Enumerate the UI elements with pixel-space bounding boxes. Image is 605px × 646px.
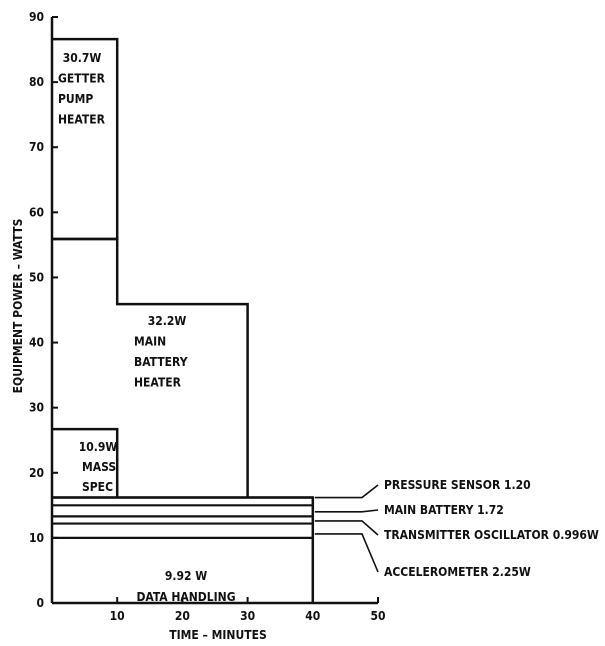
callout-leader bbox=[314, 484, 379, 499]
callout-label: ACCELEROMETER 2.25W bbox=[384, 565, 531, 579]
region-label: DATA HANDLING bbox=[136, 590, 235, 604]
y-tick-label: 60 bbox=[29, 205, 44, 219]
region-label: BATTERY bbox=[134, 355, 188, 369]
y-tick-label: 70 bbox=[29, 140, 44, 154]
y-tick-label: 0 bbox=[36, 596, 44, 610]
region-label: 10.9W bbox=[79, 440, 118, 454]
x-tick-label: 50 bbox=[370, 609, 385, 623]
callout-leader bbox=[314, 533, 379, 573]
callout-leader bbox=[314, 509, 379, 513]
y-axis-label: EQUIPMENT POWER – WATTS bbox=[11, 219, 25, 394]
step-outline bbox=[52, 237, 249, 498]
region-label: 30.7W bbox=[63, 51, 102, 65]
y-tick-label: 50 bbox=[29, 270, 44, 284]
region-labels: 30.7W GETTER PUMP HEATER 32.2W MAIN BATTERY HEA… bbox=[58, 51, 236, 604]
region-label: MASS bbox=[82, 460, 116, 474]
y-tick-label: 80 bbox=[29, 75, 44, 89]
region-label: GETTER bbox=[58, 72, 106, 86]
y-tick-label: 40 bbox=[29, 336, 44, 350]
x-axis-label: TIME – MINUTES bbox=[169, 628, 267, 642]
axes bbox=[50, 17, 378, 605]
callout-label: MAIN BATTERY 1.72 bbox=[384, 503, 504, 517]
y-tick-label: 10 bbox=[29, 531, 44, 545]
y-tick-label: 20 bbox=[29, 466, 44, 480]
x-tick-label: 10 bbox=[110, 609, 125, 623]
region-label: MAIN bbox=[134, 335, 166, 349]
stack-lines bbox=[52, 496, 313, 539]
callout-label: TRANSMITTER OSCILLATOR 0.996W bbox=[384, 528, 599, 542]
callouts: PRESSURE SENSOR 1.20 MAIN BATTERY 1.72 TRA… bbox=[314, 478, 599, 579]
step-outline bbox=[52, 37, 119, 241]
region-label: 9.92 W bbox=[165, 569, 207, 583]
step-outline bbox=[52, 496, 315, 603]
region-label: HEATER bbox=[58, 113, 106, 127]
region-label: HEATER bbox=[134, 376, 182, 390]
x-tick-label: 40 bbox=[305, 609, 320, 623]
region-label: PUMP bbox=[58, 92, 93, 106]
y-tick-label: 90 bbox=[29, 10, 44, 24]
ticks: 0 10 20 30 40 50 60 70 80 90 10 20 30 40 50 bbox=[29, 10, 386, 623]
callout-leader bbox=[314, 520, 379, 536]
region-label: 32.2W bbox=[148, 314, 187, 328]
callout-label: PRESSURE SENSOR 1.20 bbox=[384, 478, 531, 492]
x-tick-label: 30 bbox=[240, 609, 255, 623]
region-label: SPEC bbox=[82, 480, 113, 494]
step-outline bbox=[52, 427, 119, 498]
y-tick-label: 30 bbox=[29, 401, 44, 415]
x-tick-label: 20 bbox=[175, 609, 190, 623]
